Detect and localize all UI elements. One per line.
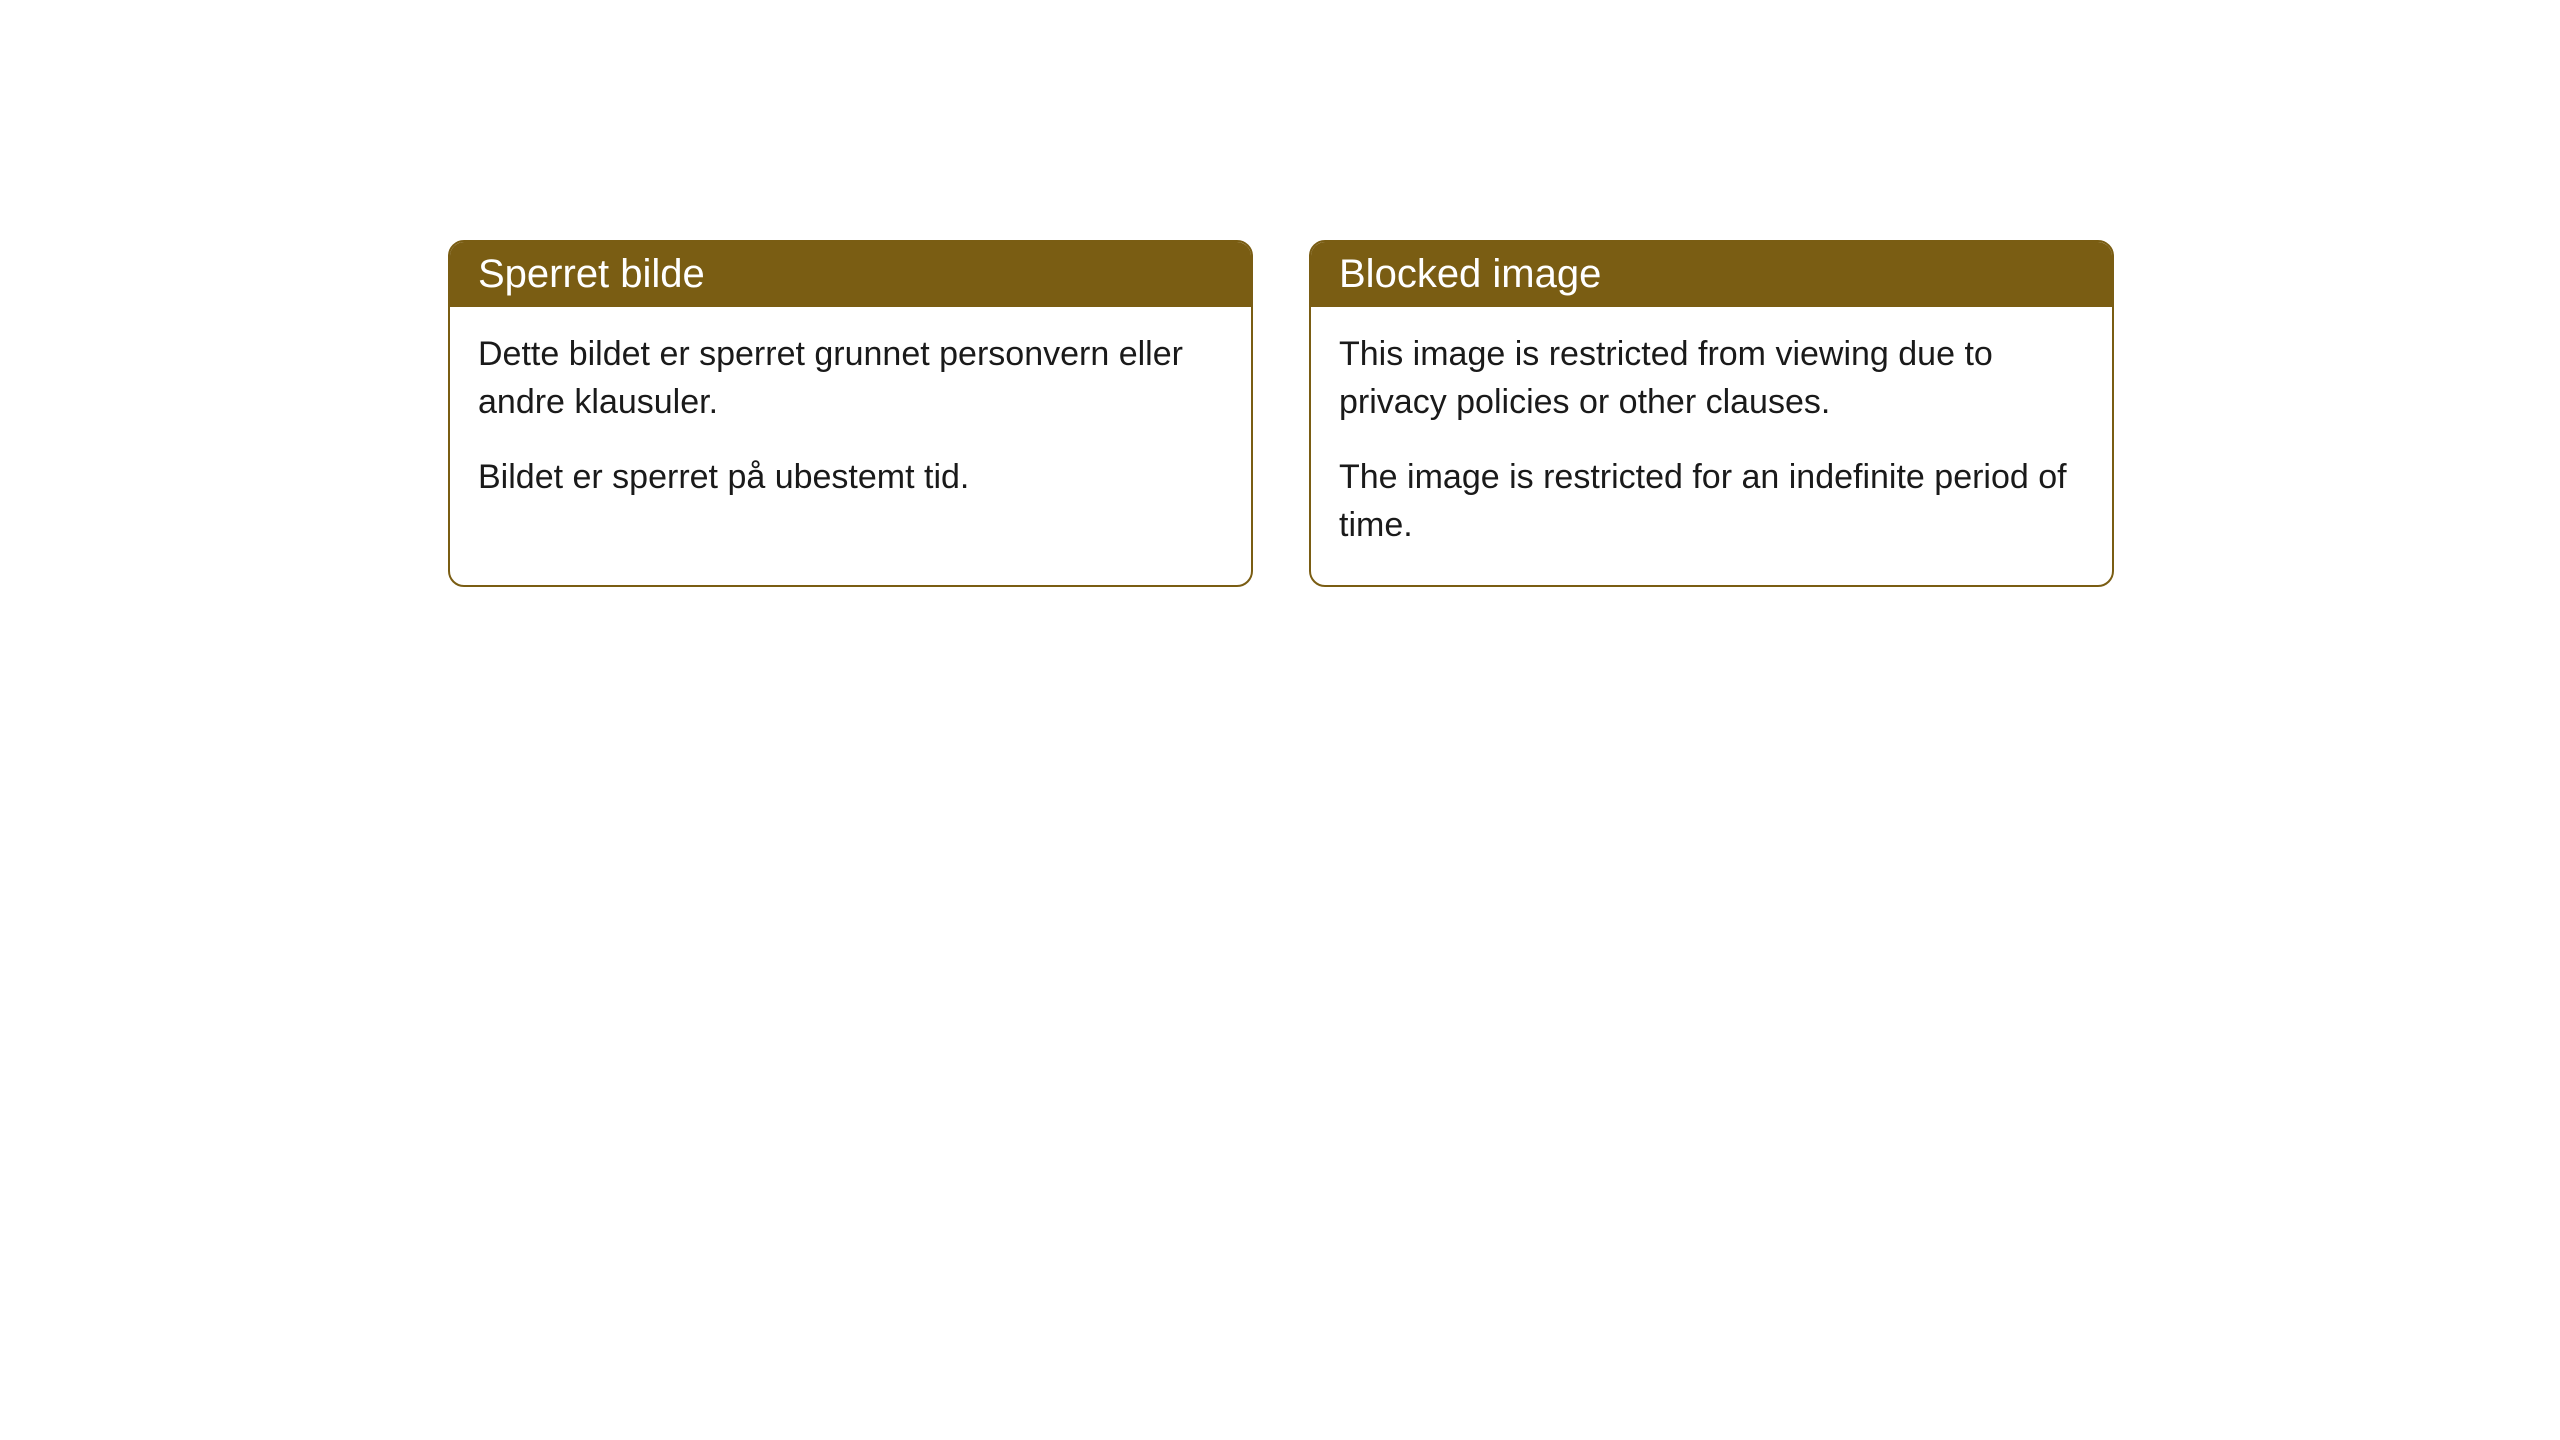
card-paragraph: The image is restricted for an indefinit… xyxy=(1339,454,2084,549)
card-header: Sperret bilde xyxy=(450,242,1251,307)
notice-card-english: Blocked image This image is restricted f… xyxy=(1309,240,2114,587)
card-paragraph: Dette bildet er sperret grunnet personve… xyxy=(478,331,1223,426)
card-body: Dette bildet er sperret grunnet personve… xyxy=(450,307,1251,538)
card-title: Blocked image xyxy=(1339,252,1601,296)
card-body: This image is restricted from viewing du… xyxy=(1311,307,2112,585)
card-header: Blocked image xyxy=(1311,242,2112,307)
card-title: Sperret bilde xyxy=(478,252,705,296)
card-paragraph: This image is restricted from viewing du… xyxy=(1339,331,2084,426)
notice-card-norwegian: Sperret bilde Dette bildet er sperret gr… xyxy=(448,240,1253,587)
card-paragraph: Bildet er sperret på ubestemt tid. xyxy=(478,454,1223,502)
notice-cards-container: Sperret bilde Dette bildet er sperret gr… xyxy=(448,240,2114,587)
